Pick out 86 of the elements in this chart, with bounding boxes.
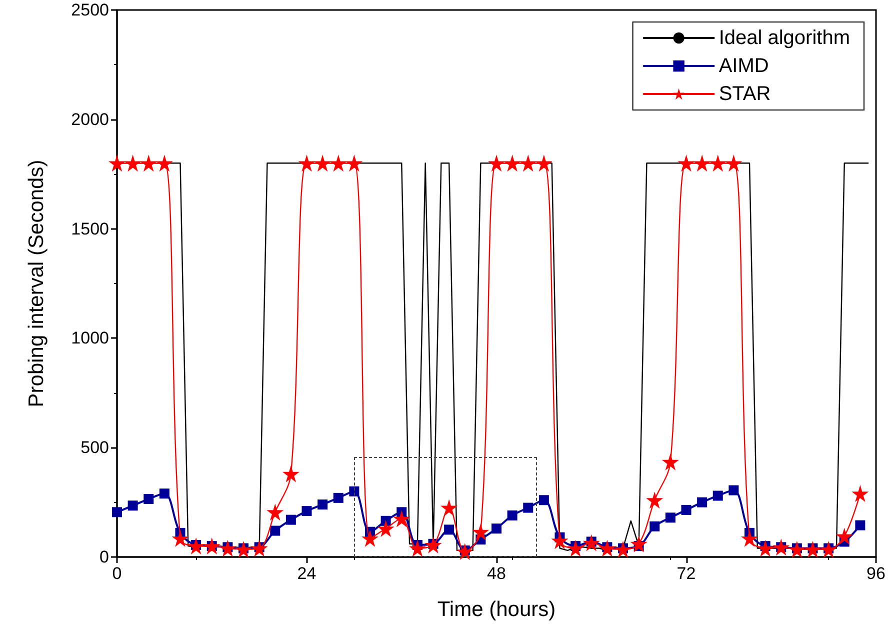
- point: [333, 492, 344, 503]
- point: [820, 540, 838, 558]
- point: [551, 532, 568, 550]
- point: [728, 485, 739, 496]
- point: [346, 154, 363, 172]
- point: [188, 538, 205, 555]
- x-axis-title: Time (hours): [437, 598, 556, 621]
- point: [756, 540, 774, 557]
- point: [424, 536, 442, 554]
- point: [298, 154, 316, 172]
- x-tick-label: 72: [676, 564, 696, 583]
- point: [665, 512, 676, 523]
- point: [266, 504, 284, 521]
- point: [582, 534, 600, 552]
- point: [108, 154, 126, 172]
- y-tick-label: 1000: [71, 328, 109, 348]
- point: [172, 530, 189, 547]
- point: [362, 530, 378, 547]
- point: [836, 528, 853, 545]
- point: [492, 524, 502, 534]
- y-tick-label: 1500: [71, 219, 109, 238]
- x-tick-label: 24: [297, 564, 316, 583]
- point: [488, 154, 505, 172]
- point: [504, 154, 521, 172]
- point: [235, 540, 252, 558]
- point: [725, 154, 742, 172]
- point: [788, 540, 806, 558]
- point: [535, 154, 552, 172]
- y-axis-title: Probing interval (Seconds): [25, 160, 48, 408]
- point: [804, 540, 822, 558]
- x-tick-label: 96: [866, 564, 886, 583]
- point: [270, 526, 280, 536]
- point: [681, 504, 692, 515]
- point: [140, 154, 158, 172]
- point: [203, 538, 220, 555]
- y-tick-label: 500: [80, 438, 109, 458]
- point: [709, 154, 726, 172]
- point: [112, 507, 122, 518]
- point: [507, 510, 518, 520]
- point: [282, 465, 300, 482]
- point: [314, 154, 332, 172]
- point: [302, 506, 312, 516]
- point: [678, 154, 695, 172]
- point: [650, 521, 660, 532]
- point: [128, 500, 138, 511]
- point: [523, 502, 534, 513]
- point: [646, 492, 664, 509]
- y-tick-label: 0: [100, 548, 109, 566]
- point: [520, 154, 537, 172]
- point: [855, 520, 866, 530]
- point: [444, 524, 454, 535]
- point: [144, 494, 154, 504]
- point: [456, 543, 474, 560]
- point: [694, 154, 711, 172]
- point: [538, 495, 549, 506]
- point: [159, 488, 170, 499]
- point: [630, 535, 648, 552]
- point: [697, 497, 708, 508]
- point: [440, 499, 458, 516]
- point: [772, 538, 790, 556]
- x-tick-label: 48: [487, 564, 506, 583]
- point: [219, 540, 236, 557]
- point: [393, 510, 410, 528]
- point: [377, 520, 394, 538]
- legend-label: STAR: [718, 83, 771, 105]
- point: [408, 540, 426, 557]
- point: [662, 453, 679, 470]
- point: [852, 485, 869, 502]
- point: [614, 540, 632, 558]
- point: [250, 540, 268, 557]
- legend-label: Ideal algorithm: [718, 27, 850, 49]
- point: [567, 540, 584, 557]
- point: [286, 514, 296, 525]
- point: [124, 154, 142, 172]
- point: [712, 490, 723, 501]
- point: [156, 154, 173, 172]
- point: [330, 154, 347, 172]
- point: [741, 530, 758, 547]
- point: [598, 540, 616, 557]
- x-tick-label: 0: [112, 564, 122, 583]
- y-tick-label: 2500: [71, 0, 109, 20]
- y-tick-label: 2000: [71, 110, 109, 129]
- point: [349, 486, 360, 496]
- legend-label: AIMD: [718, 55, 769, 77]
- point: [318, 499, 328, 510]
- point: [472, 523, 490, 540]
